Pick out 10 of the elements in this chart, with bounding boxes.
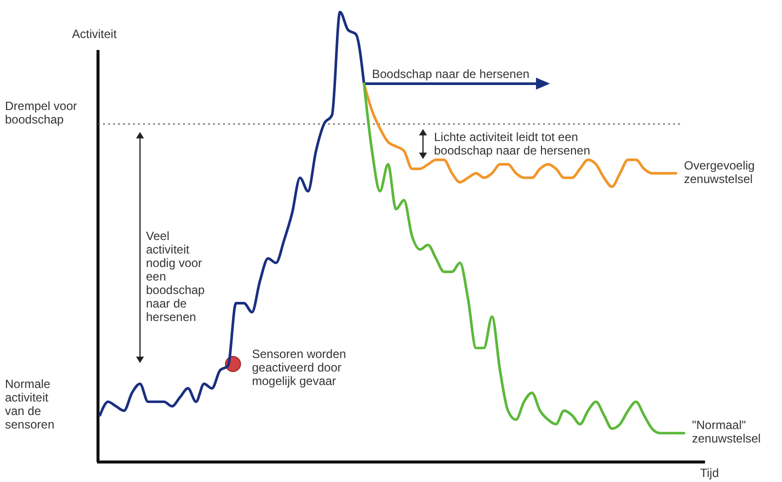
ref-line-label: Drempel voor boodschap [5,99,78,126]
annotation: Veel activiteit nodig voor een boodschap naar de hersenen [146,229,206,324]
x-axis-title: Tijd [700,466,719,480]
series-label: "Normaal" zenuwstelsel [692,418,761,446]
annotation: Boodschap naar de hersenen [372,67,530,81]
series-label: Overgevoelig zenuwstelsel [684,158,755,186]
annotation: Sensoren worden geactiveerd door mogelijk gevaar [252,347,346,388]
annotation: Lichte activiteit leidt tot een boodschap naar de hersenen [434,130,590,158]
text: Normale activiteit van de sensoren [5,377,54,432]
y-axis-title: Activiteit [72,27,118,41]
